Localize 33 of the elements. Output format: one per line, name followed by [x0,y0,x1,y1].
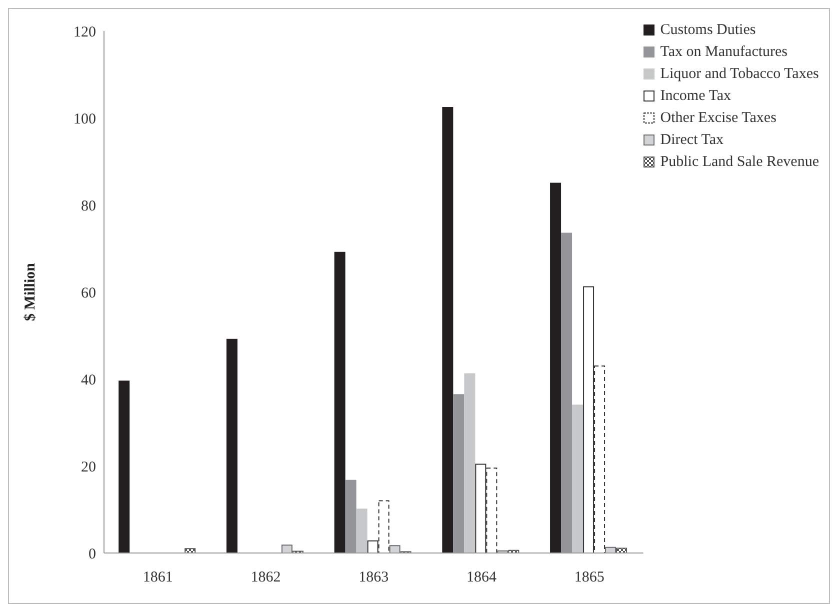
bar [226,338,238,553]
y-tick-label: 20 [81,459,96,476]
bar [464,373,476,553]
bar [184,548,196,553]
bar [572,404,584,553]
y-tick-label: 60 [81,285,96,302]
bar [605,546,616,553]
x-tick-label: 1862 [250,570,281,586]
x-tick-label: 1864 [466,570,497,586]
bar [356,508,368,553]
bar [334,252,346,553]
y-tick-label: 100 [74,111,96,128]
legend-label: Customs Duties [660,21,756,40]
bar [389,545,400,553]
y-tick-label: 80 [81,198,96,214]
legend-label: Tax on Manufactures [660,43,788,62]
y-tick-label: 40 [81,372,96,388]
y-tick-label: 0 [88,546,96,562]
bar [550,182,562,553]
bar [616,548,628,553]
bar [281,544,292,553]
legend-label: Direct Tax [660,131,724,150]
y-tick-label: 120 [74,24,96,40]
legend-label: Other Excise Taxes [660,109,776,128]
legend-label: Liquor and Tobacco Taxes [660,65,819,84]
legend-label: Income Tax [660,87,732,106]
x-tick-label: 1861 [142,570,173,586]
y-axis-title: $ Million [22,262,38,321]
x-tick-label: 1863 [358,570,389,586]
x-tick-label: 1865 [574,570,604,586]
legend-label: Public Land Sale Revenue [660,153,819,172]
bar [118,380,130,553]
bar [442,107,454,553]
